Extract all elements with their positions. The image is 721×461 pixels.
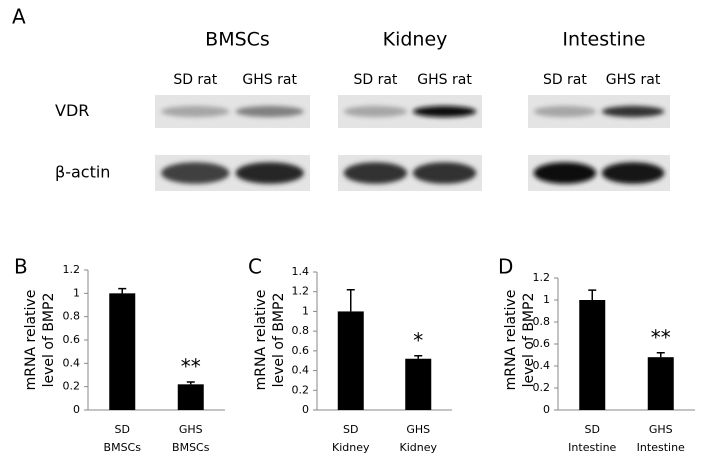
blot-band [235,162,304,184]
x-tick-label: SD [343,423,358,436]
error-bar [414,355,423,359]
y-tick-label: 0.2 [292,383,310,396]
error-bar [656,352,665,358]
x-tick-label: Kidney [399,441,437,454]
x-tick-label: BMSCs [172,441,210,454]
significance-mark: ** [651,325,671,349]
panel-letter: B [14,255,28,279]
tissue-label: Kidney [383,29,448,51]
lane-label: SD rat [173,72,217,88]
bar [337,311,364,410]
y-axis-label: mRNA relative level of BMP2 [503,290,537,391]
y-tick-label: 0.8 [533,315,551,328]
y-tick-label: 1.2 [533,271,551,284]
blot-band [412,105,477,118]
y-tick-label: 0 [543,403,550,416]
error-bar [186,381,195,385]
bar [405,358,432,410]
y-tick-label: 0.6 [292,344,310,357]
y-tick-label: 0.6 [533,337,551,350]
lane-label: GHS rat [417,72,472,88]
blot-band [412,162,477,184]
significance-mark: * [413,328,423,352]
error-bar [588,289,597,300]
y-axis-label-line: mRNA relative [503,290,519,391]
y-axis-label: mRNA relative level of BMP2 [23,290,57,391]
panel-letter: C [248,255,262,279]
y-tick-label: 0.6 [63,333,81,346]
y-tick-label: 1.2 [292,285,310,298]
y-axis-label-line: level of BMP2 [521,293,537,388]
tissue-label: Intestine [562,29,645,51]
x-tick-label: GHS [649,423,673,436]
y-axis-label-line: mRNA relative [253,290,269,391]
y-tick-label: 1 [543,293,550,306]
x-tick-label: Intestine [568,441,616,454]
blot-band [533,105,597,118]
y-axis-label-line: level of BMP2 [41,293,57,388]
blot-band [235,105,304,118]
y-tick-label: 0 [73,403,80,416]
blot-band [161,162,230,184]
x-tick-label: Intestine [637,441,685,454]
bar [177,384,204,410]
y-tick-label: 1 [73,286,80,299]
panel-letter: D [498,255,513,279]
x-tick-label: GHS [179,423,203,436]
x-tick-label: SD [115,423,130,436]
bar [109,293,136,410]
lane-label: SD rat [543,72,587,88]
row-label: VDR [55,101,89,120]
blot-band [343,162,408,184]
bar [579,300,606,410]
lane-label: GHS rat [242,72,297,88]
significance-mark: ** [181,355,201,379]
bar [647,357,674,410]
y-tick-label: 1.4 [292,265,310,278]
x-tick-label: BMSCs [104,441,142,454]
y-axis-label-line: mRNA relative [23,290,39,391]
y-tick-label: 1.2 [63,263,81,276]
y-tick-label: 0.4 [533,359,551,372]
panel-letter: A [12,5,26,29]
y-tick-label: 0.2 [533,381,551,394]
y-tick-label: 1 [302,304,309,317]
lane-label: GHS rat [606,72,661,88]
y-tick-label: 0.8 [63,310,81,323]
x-tick-label: Kidney [332,441,370,454]
y-tick-label: 0.4 [63,356,81,369]
blot-band [343,105,408,118]
row-label: β-actin [55,163,110,182]
y-tick-label: 0 [302,403,309,416]
y-tick-label: 0.2 [63,380,81,393]
y-axis-label: mRNA relative level of BMP2 [253,290,287,391]
lane-label: SD rat [353,72,397,88]
blot-band [161,105,230,118]
error-bar [346,288,355,312]
y-axis-label-line: level of BMP2 [271,293,287,388]
y-tick-label: 0.4 [292,364,310,377]
error-bar [118,287,127,294]
blot-band [601,162,665,184]
x-tick-label: SD [585,423,600,436]
tissue-label: BMSCs [205,29,270,51]
y-tick-label: 0.8 [292,324,310,337]
blot-band [533,162,597,184]
blot-band [601,105,665,118]
x-tick-label: GHS [406,423,430,436]
